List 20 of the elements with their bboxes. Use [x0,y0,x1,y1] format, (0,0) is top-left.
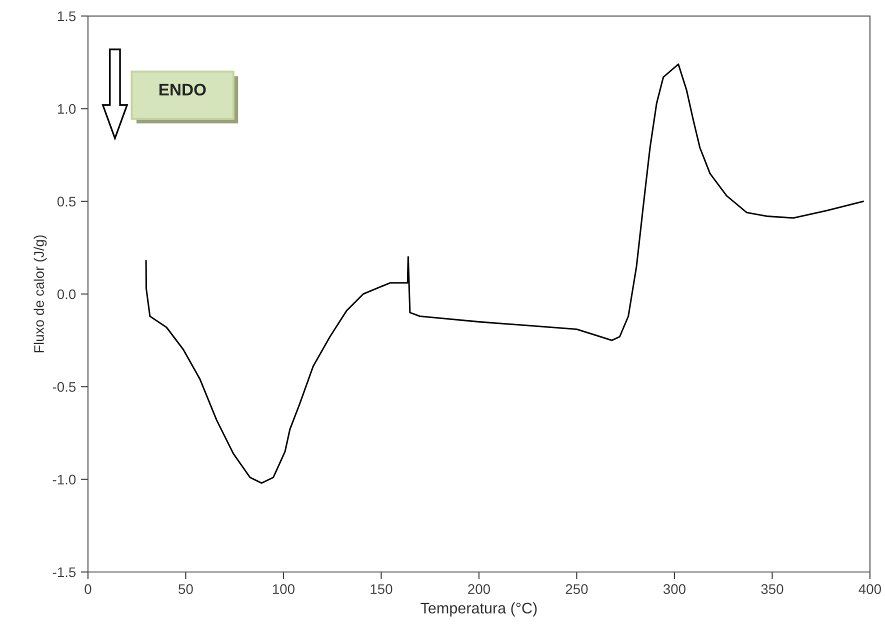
x-tick-label: 300 [663,584,686,594]
x-tick-label: 200 [468,584,490,594]
x-axis-title: Temperatura (°C) [420,602,537,617]
y-tick-label: 0.5 [57,196,76,207]
x-tick-label: 250 [566,584,588,594]
y-tick-label: 0.0 [57,289,76,300]
line-series [145,63,864,484]
x-tick-label: 50 [178,584,193,594]
x-tick-label: 150 [370,584,392,594]
y-tick-label: -1.5 [52,567,76,578]
x-tick-label: 350 [761,584,784,594]
x-tick-label: 400 [858,584,881,594]
annotation: ENDO [159,84,206,96]
y-tick-label: 1.5 [58,12,76,22]
y-tick-label: 1.0 [58,104,76,114]
y-axis-title: Fluxo de calor (J/g) [34,235,47,352]
x-tick-label: 100 [272,584,295,594]
y-tick-label: -0.5 [52,382,76,392]
x-tick-label: 0 [84,584,92,594]
y-tick-label: -1.0 [52,474,76,485]
